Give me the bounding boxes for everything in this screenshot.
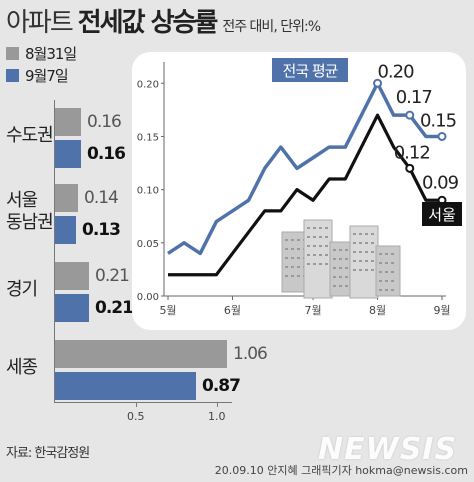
bar-x-tick — [217, 402, 218, 407]
line-x-tick-label: 8월 — [369, 304, 386, 317]
line-x-tick-label: 6월 — [224, 304, 241, 317]
line-x-tick-label: 5월 — [159, 304, 176, 317]
legend: 8월31일 9월7일 — [6, 42, 77, 86]
bar-baseline — [54, 100, 55, 402]
newsis-logo: NEWSIS — [318, 432, 458, 467]
bar-curr — [55, 216, 76, 244]
line-y-tick-label: 0.20 — [137, 79, 159, 90]
line-y-tick-label: 0.00 — [137, 292, 159, 303]
title-bold: 전세값 상승률 — [77, 8, 219, 38]
credit-line: 20.09.10 안지혜 그래픽기자 hokma@newsis.com — [214, 464, 468, 477]
bar-value-label: 0.16 — [87, 112, 122, 132]
bar-value-label: 0.13 — [82, 220, 121, 240]
series-tag-seoul-label: 서울 — [428, 206, 456, 224]
bar-prev — [55, 184, 78, 212]
line-point-marker — [405, 163, 415, 173]
line-data-label: 0.09 — [422, 172, 459, 193]
line-point-marker — [405, 110, 415, 120]
bar-value-label: 0.87 — [202, 376, 241, 396]
legend-item-curr: 9월7일 — [6, 64, 76, 86]
bar-value-label: 1.06 — [233, 344, 268, 364]
bar-x-tick-label: 0.5 — [127, 410, 145, 423]
line-data-label: 0.12 — [394, 142, 430, 163]
line-y-tick-label: 0.05 — [137, 239, 159, 250]
source-note: 자료: 한국감정원 — [6, 446, 90, 461]
bar-prev — [55, 108, 81, 136]
line-series-national — [167, 81, 442, 256]
bar-curr — [55, 372, 196, 400]
legend-label-prev: 8월31일 — [25, 44, 77, 63]
bar-value-label: 0.21 — [95, 266, 130, 286]
bar-x-tick — [136, 402, 137, 407]
line-data-label: 0.20 — [377, 61, 414, 82]
series-tag-seoul — [422, 202, 462, 226]
line-chart-panel: 0.00 0.05 0.10 0.15 0.20 5월 6월 7월 8월 9월 0.20 0.17 0.… — [132, 52, 466, 330]
line-point-marker — [373, 78, 383, 88]
line-y-tick-label: 0.15 — [137, 132, 159, 143]
title-unit: 전주 대비, 단위:% — [222, 19, 321, 35]
legend-item-prev: 8월31일 — [6, 42, 77, 64]
bar-curr — [55, 294, 89, 322]
title-light: 아파트 — [6, 8, 74, 38]
line-x-tick-label: 9월 — [433, 304, 450, 317]
series-tag-national-label: 전국 평균 — [283, 62, 339, 80]
bar-value-label: 0.14 — [84, 188, 119, 208]
bar-category-label: 경기 — [6, 279, 38, 300]
bar-prev — [55, 262, 89, 290]
legend-swatch-curr — [6, 68, 19, 82]
legend-swatch-prev — [6, 46, 19, 60]
line-x-tick-label: 7월 — [304, 304, 321, 317]
bar-x-axis — [54, 402, 232, 403]
bar-category-label: 서울 동남권 — [6, 190, 54, 233]
bar-category-label: 수도권 — [6, 125, 54, 146]
bar-curr — [55, 140, 81, 168]
line-data-label: 0.17 — [396, 87, 432, 108]
chart-title: 아파트 전세값 상승률 전주 대비, 단위:% — [6, 2, 321, 39]
bar-category-label: 세종 — [6, 357, 38, 378]
line-series-seoul — [168, 113, 442, 277]
legend-label-curr: 9월7일 — [25, 66, 69, 85]
bar-value-label: 0.21 — [95, 298, 134, 318]
line-y-tick-label: 0.10 — [137, 186, 159, 197]
bar-x-tick-label: 1.0 — [208, 410, 226, 423]
line-point-marker — [437, 131, 447, 141]
apartment-block-illustration — [303, 219, 333, 299]
bar-prev — [55, 340, 227, 368]
bar-value-label: 0.16 — [87, 144, 126, 164]
series-tag-national — [272, 58, 348, 82]
line-data-label: 0.15 — [420, 110, 456, 131]
